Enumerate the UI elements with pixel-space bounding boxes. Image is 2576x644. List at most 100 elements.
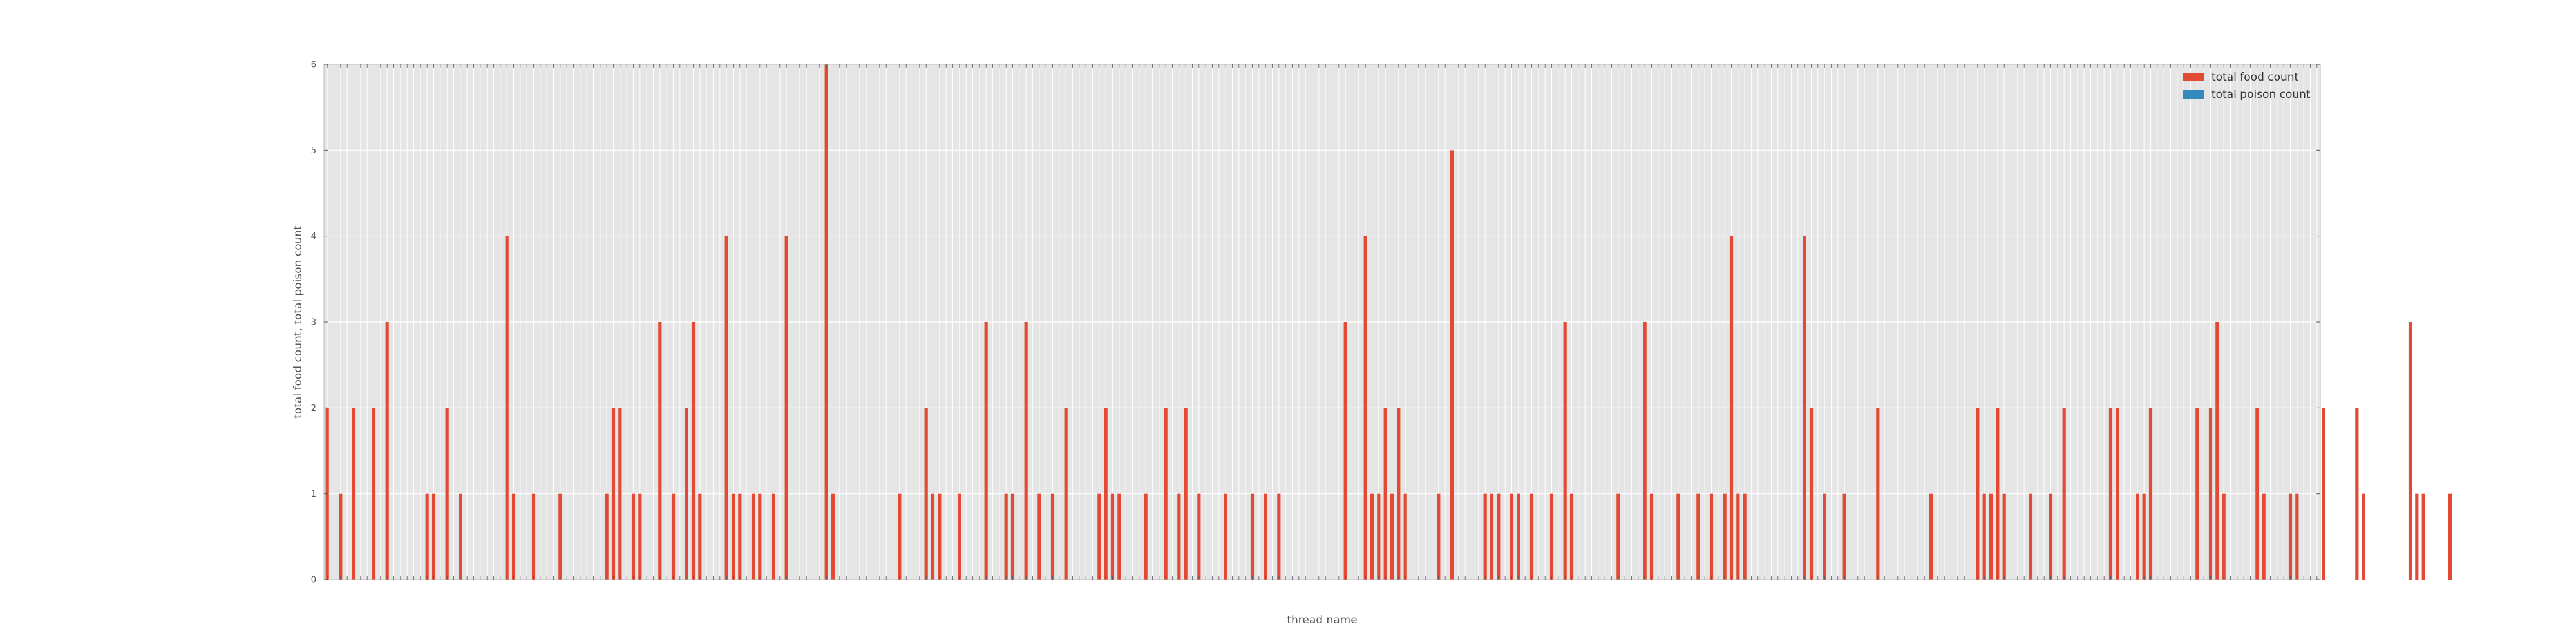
bar xyxy=(1736,493,1740,580)
bar xyxy=(1403,493,1407,580)
bar xyxy=(1110,493,1115,580)
legend: total food count total poison count xyxy=(2183,71,2311,101)
x-axis-title: thread name xyxy=(1287,614,1357,627)
bar xyxy=(445,408,449,580)
bar xyxy=(1696,493,1700,580)
bar xyxy=(1010,493,1015,580)
bar xyxy=(1383,408,1387,580)
bar xyxy=(1104,408,1108,580)
bar xyxy=(1743,493,1747,580)
bar xyxy=(459,493,462,580)
bar xyxy=(1024,322,1028,580)
bar xyxy=(731,493,735,580)
bar xyxy=(1723,493,1727,580)
bar xyxy=(1363,236,1367,580)
bar xyxy=(1643,322,1647,580)
bar xyxy=(2116,408,2119,580)
bar xyxy=(1483,493,1487,580)
bar xyxy=(2195,408,2199,580)
bar xyxy=(1450,150,1454,580)
bar xyxy=(611,408,616,580)
bar xyxy=(1343,322,1347,580)
bar xyxy=(638,493,642,580)
bar xyxy=(372,408,376,580)
bar xyxy=(511,493,516,580)
x-axis xyxy=(327,64,2318,580)
bar xyxy=(2295,493,2299,580)
bar xyxy=(631,493,636,580)
bar xyxy=(531,493,536,580)
bar xyxy=(339,493,343,580)
bar xyxy=(2002,493,2006,580)
bar xyxy=(1377,493,1381,580)
bar xyxy=(2136,493,2139,580)
bar xyxy=(931,493,935,580)
bar xyxy=(658,322,662,580)
bar xyxy=(1809,408,1814,580)
bar xyxy=(1729,236,1734,580)
bar xyxy=(1929,493,1933,580)
bar xyxy=(1177,493,1181,580)
bar xyxy=(1117,493,1121,580)
legend-label-food: total food count xyxy=(2211,71,2299,84)
bar xyxy=(1050,493,1055,580)
bar xyxy=(1982,493,1986,580)
bar xyxy=(385,322,389,580)
bar xyxy=(771,493,775,580)
bar xyxy=(685,408,688,580)
bar xyxy=(831,493,835,580)
bar xyxy=(2448,493,2452,580)
bar xyxy=(2322,408,2325,580)
bar xyxy=(1184,408,1188,580)
bar xyxy=(431,493,436,580)
bar xyxy=(1370,493,1374,580)
bar xyxy=(1616,493,1620,580)
bar xyxy=(958,493,961,580)
bar xyxy=(1064,408,1068,580)
legend-swatch-food xyxy=(2183,73,2204,81)
bar xyxy=(1037,493,1041,580)
bar xyxy=(2408,322,2412,580)
bar xyxy=(898,493,902,580)
bar xyxy=(2108,408,2113,580)
bar xyxy=(1224,493,1227,580)
y-tick-label: 3 xyxy=(311,318,316,328)
bar xyxy=(1437,493,1441,580)
bar xyxy=(1397,408,1401,580)
bar xyxy=(1250,493,1255,580)
bar xyxy=(1510,493,1514,580)
bar xyxy=(1264,493,1267,580)
bar xyxy=(1277,493,1281,580)
bar xyxy=(2148,408,2153,580)
bar xyxy=(738,493,742,580)
bar xyxy=(824,64,828,580)
bar xyxy=(751,493,755,580)
y-tick-label: 2 xyxy=(311,404,316,413)
y-tick-label: 4 xyxy=(311,232,316,242)
bar xyxy=(2421,493,2425,580)
bar xyxy=(2222,493,2226,580)
bar xyxy=(1530,493,1534,580)
bar xyxy=(1876,408,1880,580)
bar xyxy=(1164,408,1168,580)
bar xyxy=(1549,493,1554,580)
bar xyxy=(1490,493,1494,580)
bar xyxy=(2262,493,2266,580)
bar xyxy=(425,493,429,580)
bar xyxy=(1989,493,1993,580)
bar xyxy=(2355,408,2359,580)
bar xyxy=(1676,493,1680,580)
bar xyxy=(784,236,788,580)
bar xyxy=(984,322,988,580)
bar xyxy=(1976,408,1980,580)
bar xyxy=(2288,493,2293,580)
bar xyxy=(2255,408,2259,580)
bar xyxy=(671,493,676,580)
bar xyxy=(1517,493,1520,580)
bar xyxy=(1803,236,1806,580)
bar xyxy=(1563,322,1567,580)
bar xyxy=(1497,493,1501,580)
y-tick-label: 1 xyxy=(311,489,316,499)
bar xyxy=(2415,493,2419,580)
